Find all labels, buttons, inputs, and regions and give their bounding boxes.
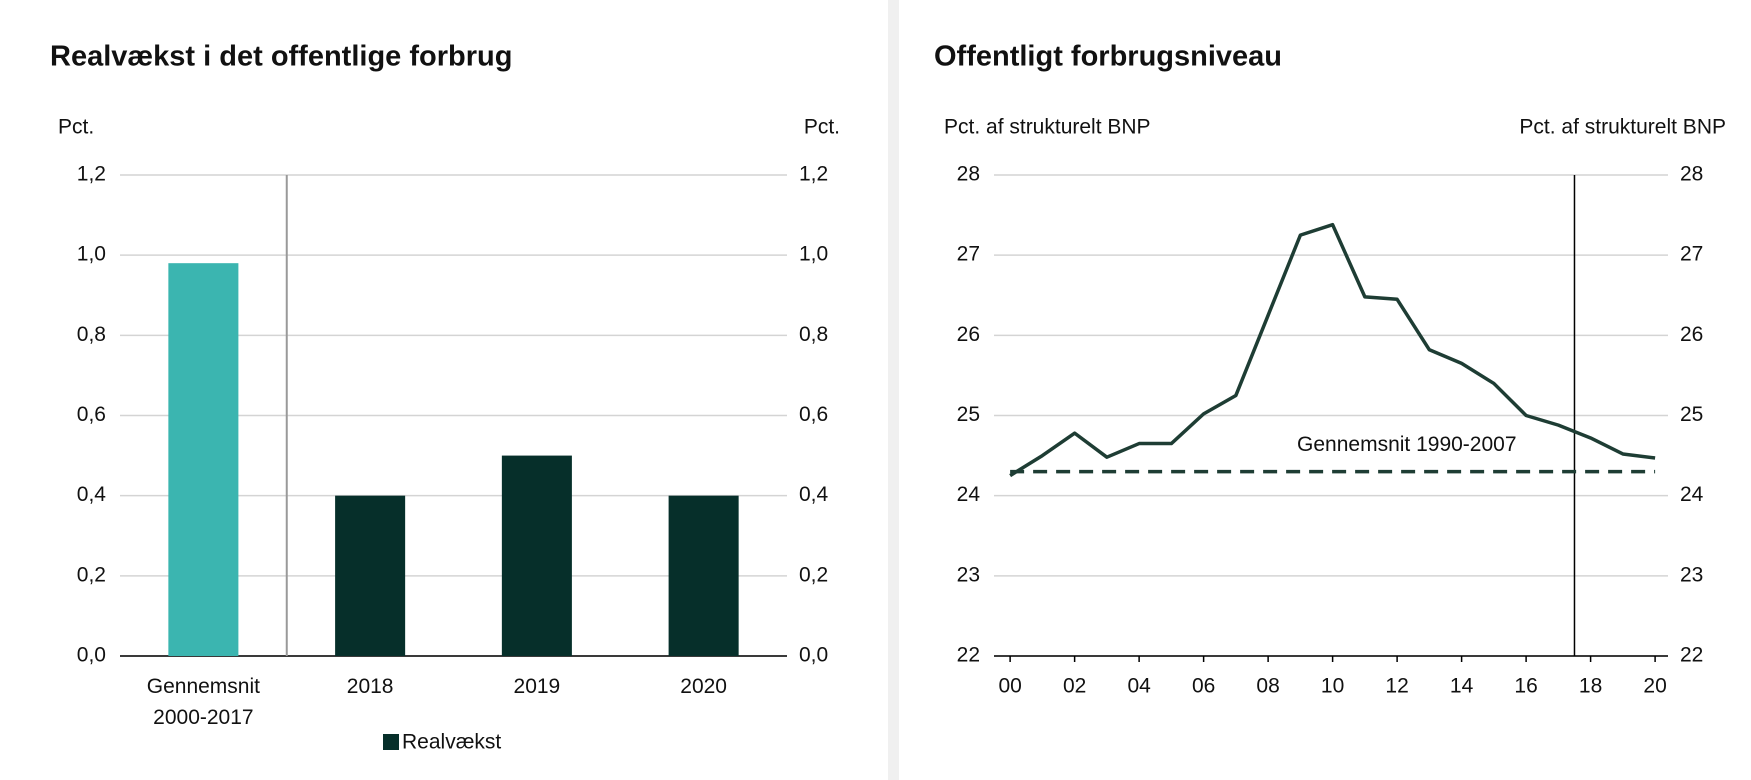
y2-tick-label: 1,0 — [799, 243, 828, 266]
x-tick-label: 08 — [1256, 675, 1279, 698]
y-axis-label: Pct. — [58, 116, 94, 139]
y-tick-label: 0,6 — [77, 403, 106, 426]
x-tick-label: 00 — [998, 675, 1021, 698]
y-tick-label: 25 — [957, 403, 980, 426]
y2-tick-label: 23 — [1680, 563, 1703, 586]
y2-tick-label: 0,8 — [799, 323, 828, 346]
bar — [668, 495, 739, 656]
x-tick-label: 20 — [1643, 675, 1666, 698]
y2-tick-label: 0,0 — [799, 644, 828, 667]
x-tick-label: 18 — [1579, 675, 1602, 698]
y-tick-label: 26 — [957, 323, 980, 346]
legend-swatch — [383, 734, 399, 750]
chart-title: Realvækst i det offentlige forbrug — [50, 41, 512, 73]
y2-tick-label: 26 — [1680, 323, 1703, 346]
y2-tick-label: 0,4 — [799, 483, 829, 506]
y-tick-label: 0,8 — [77, 323, 106, 346]
y-tick-label: 1,2 — [77, 163, 106, 186]
y2-tick-label: 28 — [1680, 163, 1703, 186]
y-tick-label: 0,0 — [77, 644, 106, 667]
y2-axis-label: Pct. af strukturelt BNP — [1519, 116, 1726, 139]
x-tick-label: 10 — [1321, 675, 1344, 698]
x-tick-label: 04 — [1127, 675, 1151, 698]
x-tick-label: 06 — [1192, 675, 1215, 698]
x-tick-label: 2018 — [347, 675, 394, 698]
annotation: Gennemsnit 1990-2007 — [1297, 433, 1517, 456]
y-tick-label: 0,4 — [77, 483, 107, 506]
line — [1009, 222, 1656, 478]
panel — [899, 0, 1751, 780]
bar — [501, 455, 572, 656]
x-tick-label: 16 — [1514, 675, 1537, 698]
chart-title: Offentligt forbrugsniveau — [934, 41, 1282, 73]
bar — [335, 495, 406, 656]
y-tick-label: 28 — [957, 163, 980, 186]
x-tick-label: 2020 — [680, 675, 727, 698]
y-tick-label: 0,2 — [77, 563, 106, 586]
panel — [0, 0, 888, 780]
y-tick-label: 24 — [957, 483, 981, 506]
y2-tick-label: 25 — [1680, 403, 1703, 426]
y2-tick-label: 1,2 — [799, 163, 828, 186]
y2-tick-label: 0,2 — [799, 563, 828, 586]
y-tick-label: 1,0 — [77, 243, 106, 266]
x-tick-label: 12 — [1385, 675, 1408, 698]
y-tick-label: 23 — [957, 563, 980, 586]
y-axis-label: Pct. af strukturelt BNP — [944, 116, 1151, 139]
y2-tick-label: 0,6 — [799, 403, 828, 426]
y-tick-label: 22 — [957, 644, 980, 667]
x-tick-label: 2019 — [514, 675, 561, 698]
x-tick-label: 14 — [1450, 675, 1474, 698]
x-tick-label: 02 — [1063, 675, 1086, 698]
x-tick-label: Gennemsnit 2000-2017 — [147, 675, 260, 729]
y-tick-label: 27 — [957, 243, 980, 266]
y2-tick-label: 27 — [1680, 243, 1703, 266]
y2-tick-label: 24 — [1680, 483, 1704, 506]
y2-axis-label: Pct. — [804, 116, 840, 139]
y2-tick-label: 22 — [1680, 644, 1703, 667]
bar — [168, 263, 239, 656]
legend-label: Realvækst — [402, 731, 501, 754]
